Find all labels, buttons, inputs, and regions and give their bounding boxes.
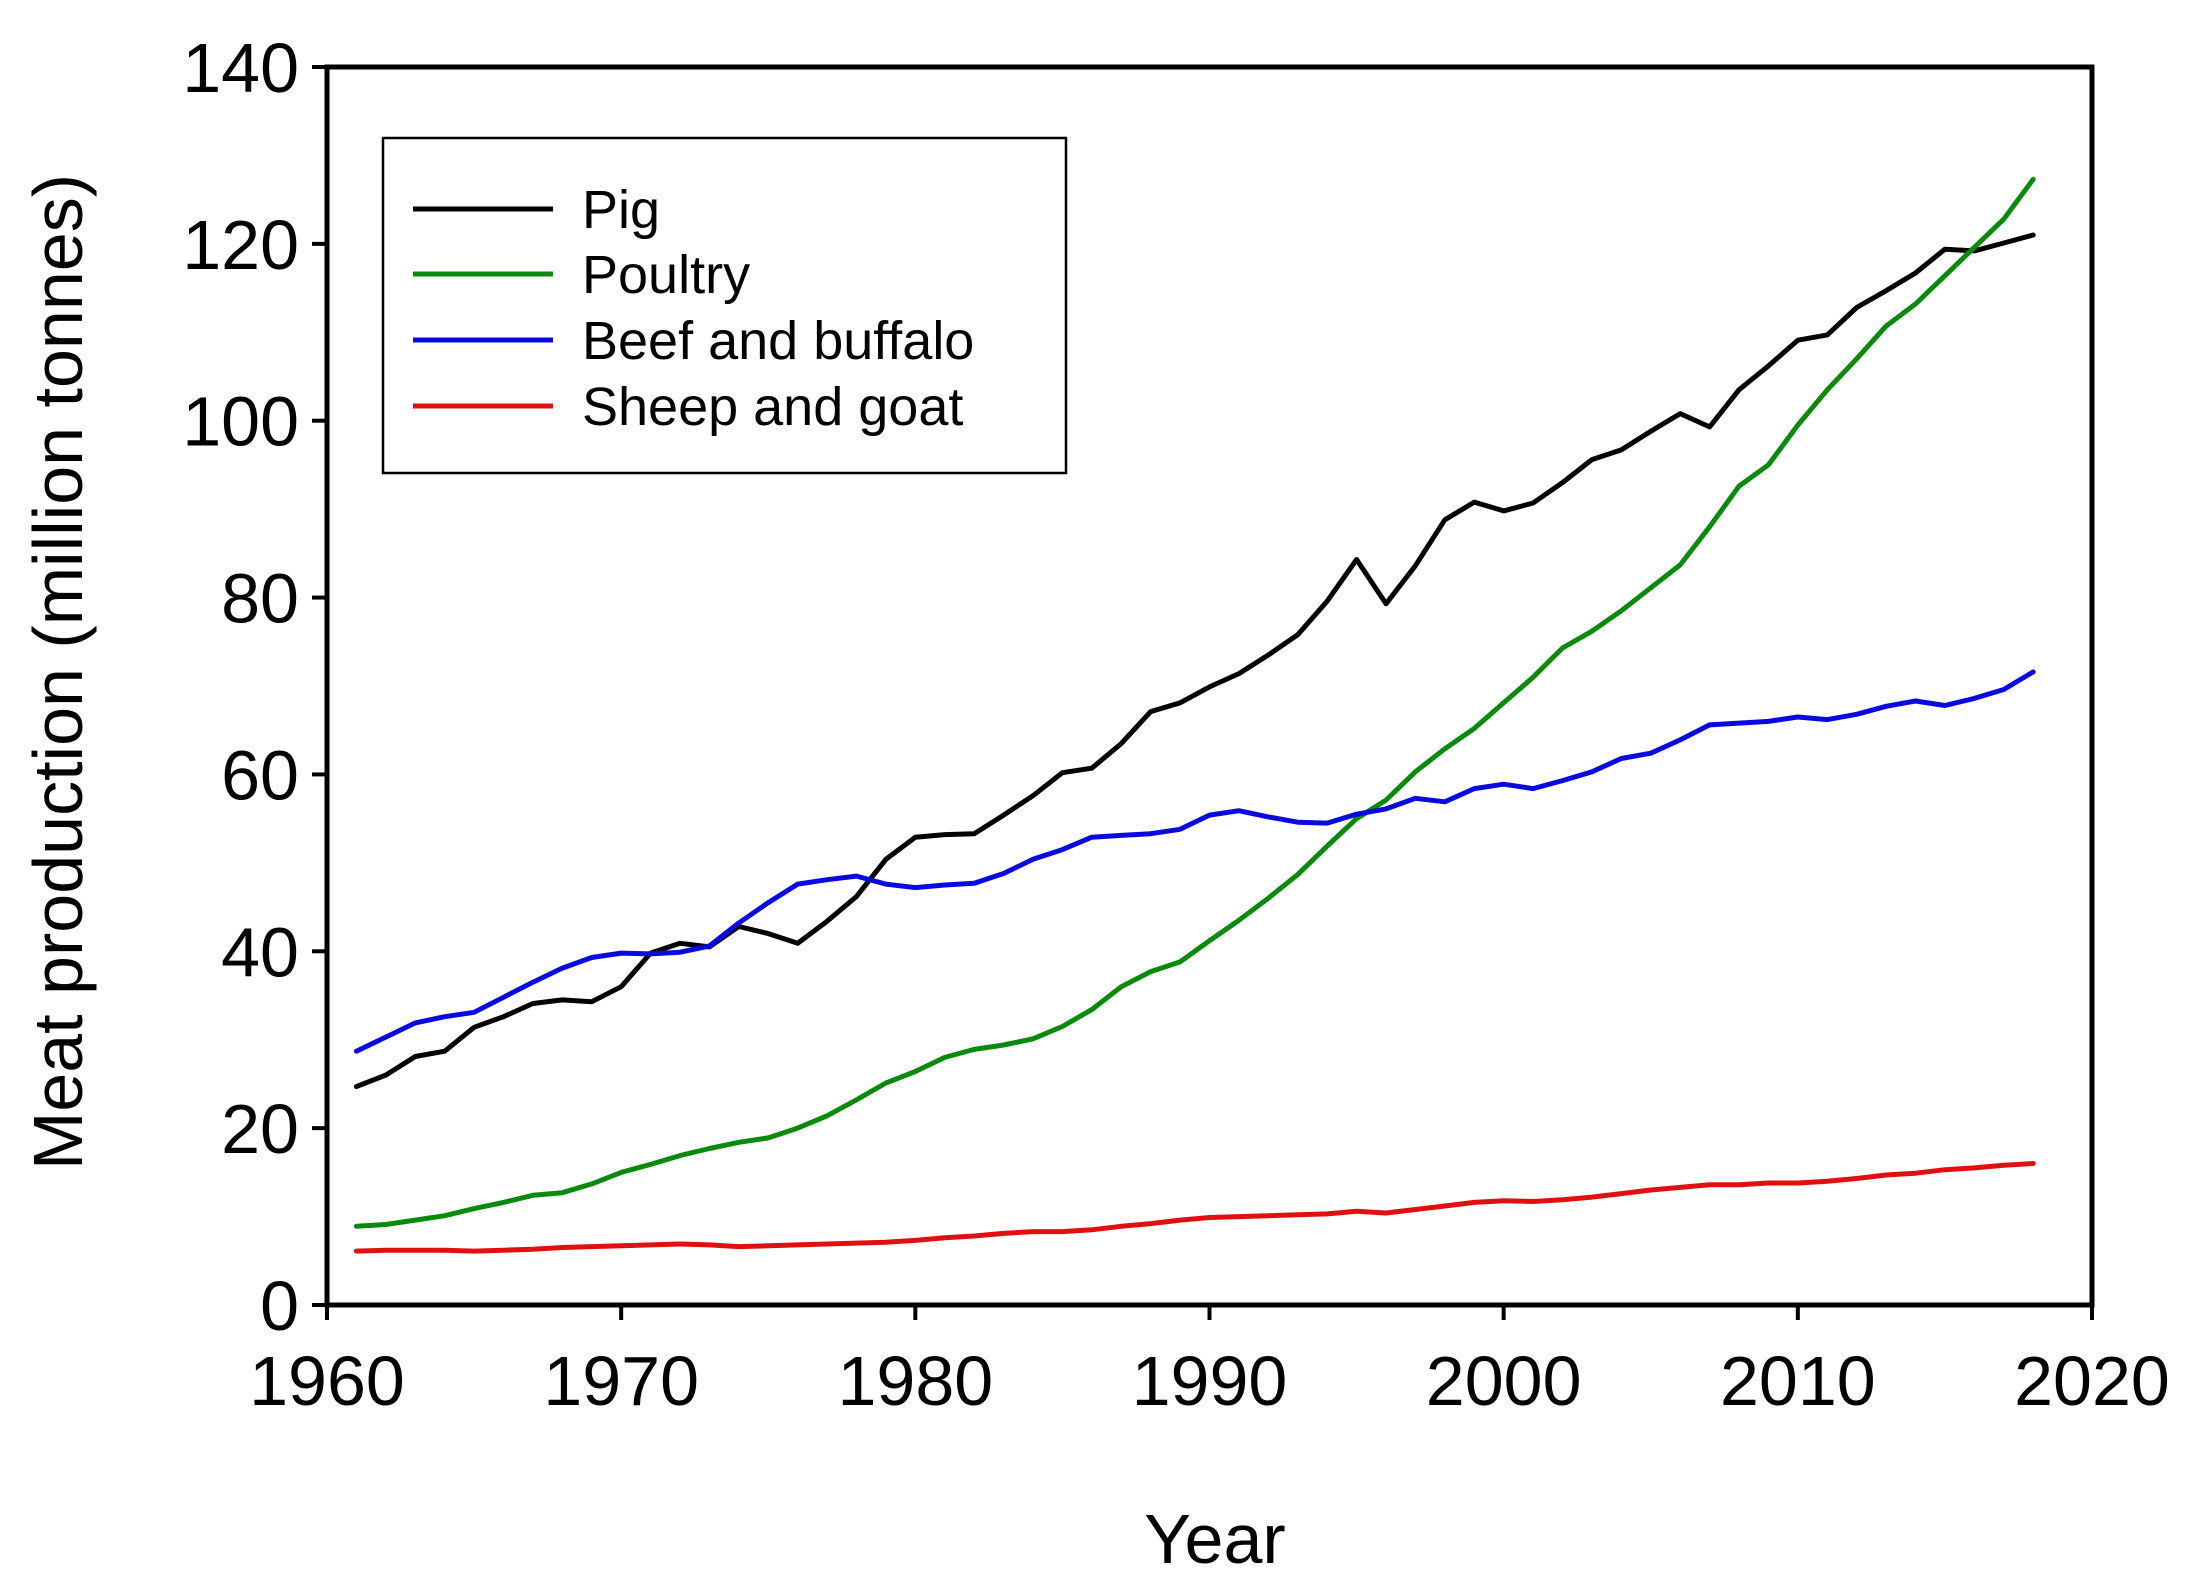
x-tick-label: 2000 — [1426, 1342, 1582, 1420]
legend-label-poultry: Poultry — [582, 245, 750, 305]
legend-box — [381, 136, 1068, 475]
x-tick-label: 1960 — [249, 1342, 405, 1420]
y-tick-label: 140 — [182, 29, 299, 107]
legend-label-pig: Pig — [582, 180, 660, 240]
x-axis-title: Year — [1144, 1500, 1285, 1578]
x-tick-label: 2010 — [1720, 1342, 1876, 1420]
series-line-poultry — [353, 176, 2036, 1229]
y-axis-title: Meat production (million tonnes) — [19, 174, 97, 1170]
y-tick-label: 120 — [182, 206, 299, 284]
series-line-sheep-and-goat — [353, 1161, 2036, 1254]
y-tick-label: 100 — [182, 383, 299, 461]
x-tick-label: 2020 — [2014, 1342, 2170, 1420]
y-tick-label: 80 — [221, 560, 299, 638]
plot-frame — [324, 64, 2095, 1308]
y-tick-label: 60 — [221, 736, 299, 814]
series-line-beef-and-buffalo — [353, 669, 2036, 1054]
y-tick-label: 20 — [221, 1090, 299, 1168]
legend-label-beef-and-buffalo: Beef and buffalo — [582, 311, 974, 371]
x-tick-label: 1980 — [837, 1342, 993, 1420]
x-tick-label: 1970 — [543, 1342, 699, 1420]
legend-label-sheep-and-goat: Sheep and goat — [582, 377, 963, 437]
x-tick-label: 1990 — [1132, 1342, 1288, 1420]
y-tick-label: 40 — [221, 913, 299, 991]
y-tick-label: 0 — [260, 1267, 299, 1345]
series-line-pig — [353, 232, 2036, 1090]
